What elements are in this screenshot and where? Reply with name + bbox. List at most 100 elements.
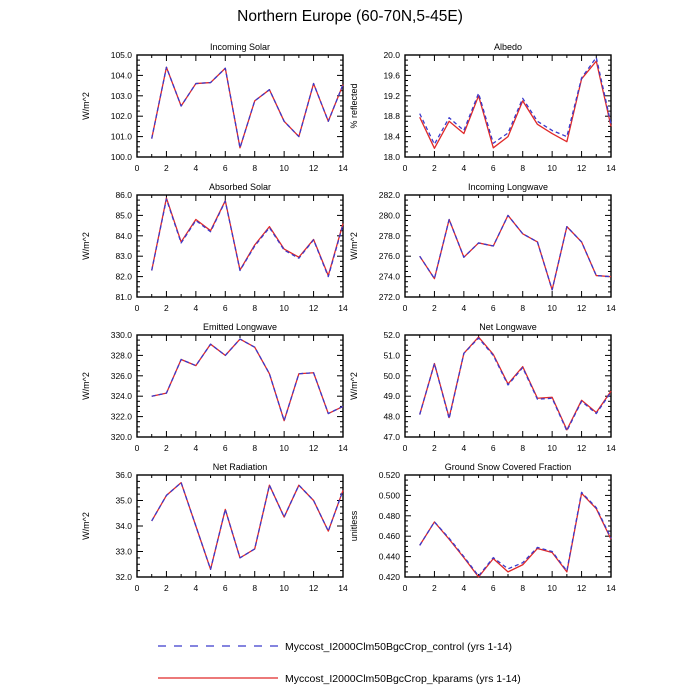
svg-text:36.0: 36.0 xyxy=(115,470,132,480)
legend-line-control xyxy=(158,638,278,656)
svg-text:4: 4 xyxy=(461,583,466,593)
legend-entry-kparams: Myccost_I2000Clm50BgcCrop_kparams (yrs 1… xyxy=(158,673,521,685)
svg-text:33.0: 33.0 xyxy=(115,547,132,557)
svg-text:82.0: 82.0 xyxy=(115,272,132,282)
svg-text:8: 8 xyxy=(252,443,257,453)
svg-text:276.0: 276.0 xyxy=(379,251,401,261)
svg-text:% reflected: % reflected xyxy=(349,83,359,128)
plot-svg: 0 2 4 6 8 10 12 14 81.0 82.0 83.0 84.0 85.0 86.0 Absor… xyxy=(81,182,348,313)
svg-text:12: 12 xyxy=(309,443,319,453)
svg-text:Albedo: Albedo xyxy=(494,42,522,52)
svg-text:105.0: 105.0 xyxy=(111,50,133,60)
svg-text:14: 14 xyxy=(606,163,616,173)
svg-text:Net Longwave: Net Longwave xyxy=(479,322,537,332)
svg-text:102.0: 102.0 xyxy=(111,111,133,121)
svg-text:81.0: 81.0 xyxy=(115,292,132,302)
svg-text:2: 2 xyxy=(164,443,169,453)
svg-text:6: 6 xyxy=(223,443,228,453)
svg-text:Emitted Longwave: Emitted Longwave xyxy=(203,322,277,332)
chart-incoming-solar: 0 2 4 6 8 10 12 14 100.0 101.0 102.0 103.0 104.0 105.… xyxy=(75,40,355,180)
svg-text:103.0: 103.0 xyxy=(111,91,133,101)
svg-text:8: 8 xyxy=(252,303,257,313)
plot-svg: 0 2 4 6 8 10 12 14 0.420 0.440 0.460 0.480 0.500 0.52… xyxy=(349,462,616,593)
svg-text:10: 10 xyxy=(279,163,289,173)
svg-text:W/m^2: W/m^2 xyxy=(81,372,91,400)
legend-label-control: Myccost_I2000Clm50BgcCrop_control (yrs 1… xyxy=(285,641,513,653)
svg-text:10: 10 xyxy=(279,443,289,453)
chart-albedo: 0 2 4 6 8 10 12 14 18.0 18.4 18.8 19.2 19.6 20.0 Albed… xyxy=(343,40,623,180)
svg-text:324.0: 324.0 xyxy=(111,391,133,401)
legend-line-kparams xyxy=(158,670,278,688)
series-kparams-line xyxy=(151,481,344,570)
svg-text:4: 4 xyxy=(461,443,466,453)
svg-text:W/m^2: W/m^2 xyxy=(349,232,359,260)
svg-text:14: 14 xyxy=(606,583,616,593)
svg-text:6: 6 xyxy=(491,443,496,453)
svg-text:326.0: 326.0 xyxy=(111,371,133,381)
svg-text:W/m^2: W/m^2 xyxy=(81,512,91,540)
svg-text:101.0: 101.0 xyxy=(111,132,133,142)
svg-text:0.520: 0.520 xyxy=(379,470,401,480)
svg-text:0.440: 0.440 xyxy=(379,552,401,562)
svg-text:6: 6 xyxy=(223,303,228,313)
chart-net-longwave: 0 2 4 6 8 10 12 14 47.0 48.0 49.0 50.0 51.0 52.0 Net L… xyxy=(343,320,623,460)
svg-text:272.0: 272.0 xyxy=(379,292,401,302)
svg-text:14: 14 xyxy=(338,583,348,593)
svg-text:86.0: 86.0 xyxy=(115,190,132,200)
svg-text:2: 2 xyxy=(164,163,169,173)
svg-text:4: 4 xyxy=(193,583,198,593)
svg-text:10: 10 xyxy=(547,583,557,593)
svg-text:35.0: 35.0 xyxy=(115,496,132,506)
svg-text:278.0: 278.0 xyxy=(379,231,401,241)
plot-svg: 0 2 4 6 8 10 12 14 47.0 48.0 49.0 50.0 51.0 52.0 Net L… xyxy=(349,322,616,453)
svg-text:12: 12 xyxy=(309,303,319,313)
svg-text:4: 4 xyxy=(461,303,466,313)
plot-svg: 0 2 4 6 8 10 12 14 272.0 274.0 276.0 278.0 280.0 282.… xyxy=(349,182,616,313)
svg-text:0: 0 xyxy=(135,303,140,313)
series-control-line xyxy=(151,198,344,278)
svg-text:Net Radiation: Net Radiation xyxy=(213,462,268,472)
svg-text:18.8: 18.8 xyxy=(383,111,400,121)
svg-text:6: 6 xyxy=(491,583,496,593)
svg-text:0: 0 xyxy=(403,443,408,453)
svg-text:274.0: 274.0 xyxy=(379,272,401,282)
svg-text:Absorbed Solar: Absorbed Solar xyxy=(209,182,271,192)
svg-text:14: 14 xyxy=(338,163,348,173)
series-control-line xyxy=(151,481,344,570)
svg-text:0.420: 0.420 xyxy=(379,572,401,582)
series-control-line xyxy=(151,338,344,422)
series-kparams-line xyxy=(419,60,612,149)
svg-text:12: 12 xyxy=(577,583,587,593)
svg-text:47.0: 47.0 xyxy=(383,432,400,442)
svg-text:0.460: 0.460 xyxy=(379,531,401,541)
svg-text:W/m^2: W/m^2 xyxy=(81,92,91,120)
svg-text:0: 0 xyxy=(403,583,408,593)
svg-text:10: 10 xyxy=(547,303,557,313)
chart-emitted-longwave: 0 2 4 6 8 10 12 14 320.0 322.0 324.0 326.0 328.0 330.… xyxy=(75,320,355,460)
svg-text:W/m^2: W/m^2 xyxy=(81,232,91,260)
svg-text:83.0: 83.0 xyxy=(115,251,132,261)
svg-text:34.0: 34.0 xyxy=(115,521,132,531)
svg-text:20.0: 20.0 xyxy=(383,50,400,60)
svg-text:52.0: 52.0 xyxy=(383,330,400,340)
svg-text:8: 8 xyxy=(252,163,257,173)
svg-text:280.0: 280.0 xyxy=(379,210,401,220)
series-control-line xyxy=(419,337,612,432)
svg-text:48.0: 48.0 xyxy=(383,412,400,422)
svg-text:18.0: 18.0 xyxy=(383,152,400,162)
svg-text:49.0: 49.0 xyxy=(383,391,400,401)
svg-text:4: 4 xyxy=(461,163,466,173)
svg-text:8: 8 xyxy=(520,583,525,593)
series-kparams-line xyxy=(419,214,612,291)
svg-text:6: 6 xyxy=(223,583,228,593)
svg-text:14: 14 xyxy=(606,443,616,453)
svg-text:10: 10 xyxy=(279,303,289,313)
svg-text:Ground Snow Covered Fraction: Ground Snow Covered Fraction xyxy=(445,462,572,472)
plot-svg: 0 2 4 6 8 10 12 14 320.0 322.0 324.0 326.0 328.0 330.… xyxy=(81,322,348,453)
svg-text:12: 12 xyxy=(577,163,587,173)
svg-text:8: 8 xyxy=(520,303,525,313)
svg-text:14: 14 xyxy=(606,303,616,313)
series-control-line xyxy=(419,56,612,145)
svg-text:6: 6 xyxy=(223,163,228,173)
svg-text:2: 2 xyxy=(432,583,437,593)
